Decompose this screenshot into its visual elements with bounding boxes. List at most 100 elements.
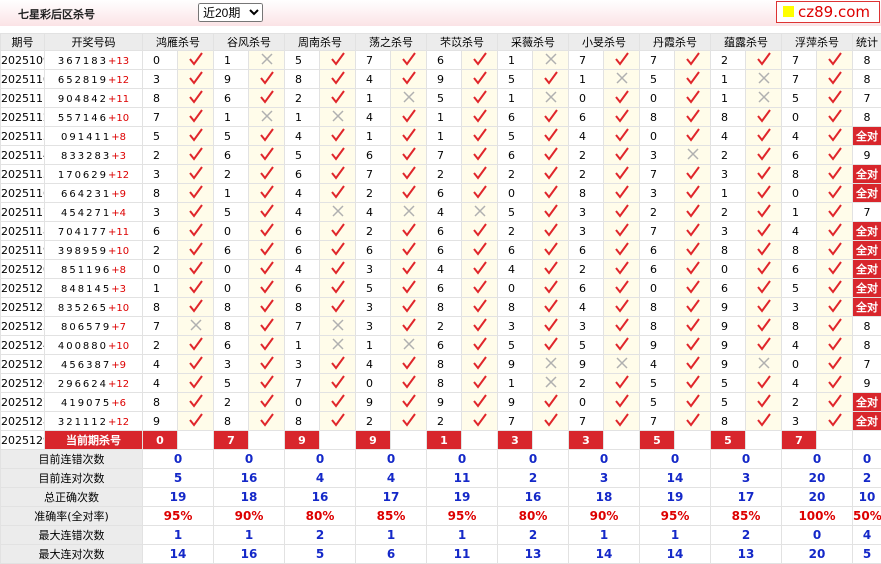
front-numbers: 454271 [61,208,111,219]
kill-number: 0 [214,222,249,241]
check-icon [259,375,275,389]
kill-result [533,317,569,336]
check-icon [827,394,843,408]
kill-result [533,260,569,279]
back-number: +12 [108,170,129,181]
kill-number: 2 [498,222,533,241]
kill-result [178,51,214,70]
kill-result [320,355,356,374]
kill-result [533,222,569,241]
kill-number: 2 [356,412,391,431]
check-icon [401,299,417,313]
kill-number: 2 [498,165,533,184]
kill-number: 4 [569,127,604,146]
check-icon [472,356,488,370]
check-icon [543,128,559,142]
kill-result [675,260,711,279]
kill-number: 1 [356,89,391,108]
column-header: 谷风杀号 [214,34,285,51]
kill-number: 4 [640,355,675,374]
check-icon [543,261,559,275]
kill-result [604,108,640,127]
check-icon [543,337,559,351]
stat-value: 0 [356,450,427,469]
row-stat: 全对 [853,222,881,241]
stat-value: 20 [782,469,853,488]
kill-number: 3 [143,165,178,184]
check-icon [543,166,559,180]
issue: 2025120 [1,260,45,279]
check-icon [756,261,772,275]
check-icon [685,128,701,142]
back-number: +12 [108,75,129,86]
kill-number: 4 [285,127,320,146]
kill-result [249,241,285,260]
stat-value: 19 [640,488,711,507]
logo: cz89.com [776,1,880,23]
draw-number: 170629+12 [45,165,143,184]
kill-number: 4 [711,127,746,146]
check-icon [472,375,488,389]
kill-result [178,165,214,184]
kill-result [675,336,711,355]
blank-cell [462,431,498,450]
current-kill: 5 [711,431,746,450]
stat-value: 0 [782,526,853,545]
kill-result [675,203,711,222]
kill-result [391,203,427,222]
kill-number: 1 [285,336,320,355]
check-icon [188,166,204,180]
kill-result [462,51,498,70]
front-numbers: 321112 [58,417,108,428]
kill-result [675,279,711,298]
kill-result [249,222,285,241]
current-kill: 9 [356,431,391,450]
cross-icon [401,90,417,104]
cross-icon [259,109,275,123]
draw-number: 091411+8 [45,127,143,146]
kill-number: 3 [711,165,746,184]
stat-value: 1 [640,526,711,545]
front-numbers: 704177 [58,227,108,238]
kill-number: 4 [285,260,320,279]
front-numbers: 400880 [58,341,108,352]
blank-cell [391,431,427,450]
stat-value: 20 [782,488,853,507]
kill-number: 0 [640,279,675,298]
kill-number: 5 [640,70,675,89]
stat-value: 16 [214,545,285,564]
row-stat: 全对 [853,127,881,146]
kill-number: 6 [569,108,604,127]
cross-icon [614,71,630,85]
check-icon [614,223,630,237]
row-stat: 7 [853,355,881,374]
kill-result [533,165,569,184]
kill-number: 8 [285,412,320,431]
kill-number: 5 [285,51,320,70]
check-icon [472,90,488,104]
kill-result [817,70,853,89]
front-numbers: 367183 [58,56,108,67]
stat-value: 14 [143,545,214,564]
back-number: +12 [108,417,129,428]
cross-icon [614,356,630,370]
kill-number: 0 [782,184,817,203]
kill-number: 2 [711,203,746,222]
kill-result [249,108,285,127]
kill-number: 2 [356,184,391,203]
kill-result [391,260,427,279]
period-select[interactable]: 近20期 [198,3,263,22]
check-icon [330,356,346,370]
check-icon [827,242,843,256]
kill-number: 6 [498,241,533,260]
check-icon [685,375,701,389]
check-icon [259,413,275,427]
kill-result [746,127,782,146]
issue: 2025125 [1,355,45,374]
back-number: +10 [108,303,129,314]
logo-text: cz89.com [798,3,870,21]
kill-number: 1 [498,374,533,393]
kill-number: 8 [427,374,462,393]
